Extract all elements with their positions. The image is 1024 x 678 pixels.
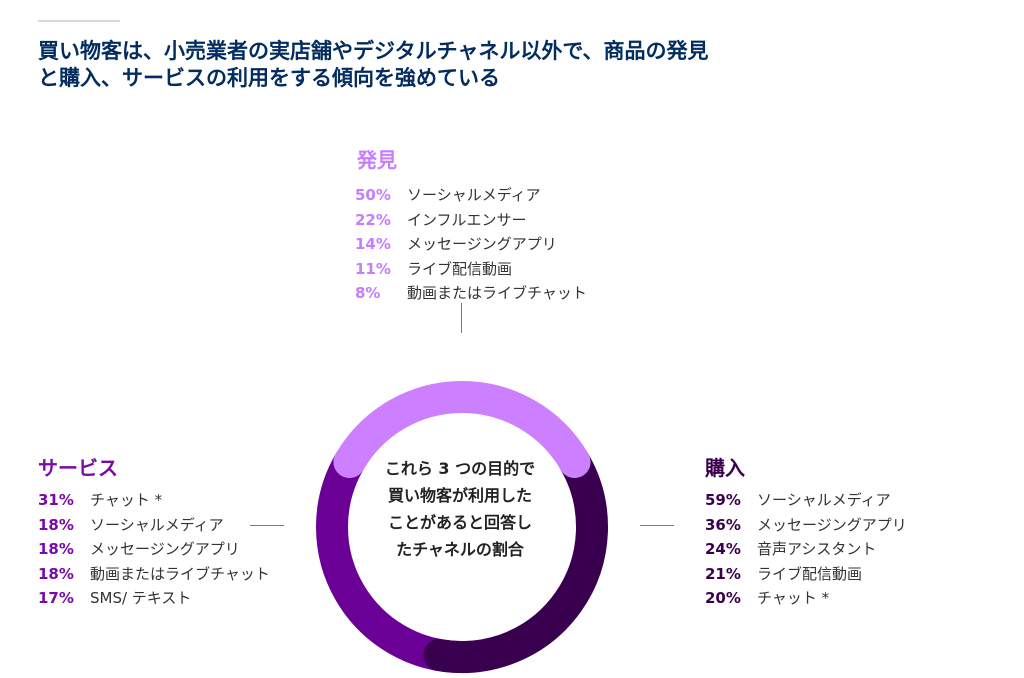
service-pct: 18% <box>38 564 74 583</box>
service-pct: 18% <box>38 540 74 558</box>
title-line-2: と購入、サービスの利用をする傾向を強めている <box>38 66 500 90</box>
top-divider <box>38 20 120 22</box>
service-label: SMS/ テキスト <box>90 589 192 607</box>
purchase-pct: 59% <box>705 491 741 509</box>
discover-label: メッセージングアプリ <box>407 235 557 253</box>
purchase-label: 音声アシスタント <box>757 540 877 558</box>
service-list: 31% チャット * 18% ソーシャルメディア 18% メッセージングアプリ 18%… <box>38 488 270 611</box>
page-title: 買い物客は、小売業者の実店舗やデジタルチャネル以外で、商品の発見 と購入、サービ… <box>38 38 898 92</box>
purchase-item: 59% ソーシャルメディア <box>705 488 907 513</box>
discover-label: ソーシャルメディア <box>407 186 541 204</box>
discover-label: 動画またはライブチャット <box>407 284 587 302</box>
purchase-item: 20% チャット * <box>705 586 907 611</box>
purchase-pct: 21% <box>705 564 741 583</box>
donut-segment-service <box>316 446 478 673</box>
title-line-1: 買い物客は、小売業者の実店舗やデジタルチャネル以外で、商品の発見 <box>38 39 709 63</box>
discover-pct: 22% <box>355 210 391 229</box>
purchase-item: 24% 音声アシスタント <box>705 537 907 562</box>
discover-list: 50% ソーシャルメディア 22% インフルエンサー 14% メッセージングアプリ 1… <box>355 183 587 306</box>
center-line: ことがあると回答し <box>387 513 532 532</box>
purchase-label: メッセージングアプリ <box>757 515 907 534</box>
discover-pct: 50% <box>355 186 391 204</box>
service-item: 17% SMS/ テキスト <box>38 586 270 611</box>
service-label: 動画またはライブチャット <box>90 564 270 583</box>
service-item: 18% メッセージングアプリ <box>38 537 270 562</box>
service-pct: 18% <box>38 515 74 534</box>
discover-item: 22% インフルエンサー <box>355 208 587 233</box>
purchase-pct: 24% <box>705 540 741 558</box>
center-line: たチャネルの割合 <box>396 540 524 559</box>
center-line: 買い物客が利用した <box>387 486 532 505</box>
discover-item: 14% メッセージングアプリ <box>355 232 587 257</box>
purchase-item: 36% メッセージングアプリ <box>705 513 907 538</box>
discover-item: 50% ソーシャルメディア <box>355 183 587 208</box>
purchase-pct: 20% <box>705 589 741 607</box>
purchase-label: ライブ配信動画 <box>757 564 863 583</box>
discover-label: ライブ配信動画 <box>407 259 513 278</box>
service-heading: サービス <box>38 456 118 480</box>
discover-label: インフルエンサー <box>407 210 527 229</box>
discover-item: 11% ライブ配信動画 <box>355 257 587 282</box>
service-item: 18% 動画またはライブチャット <box>38 562 270 587</box>
service-item: 31% チャット * <box>38 488 270 513</box>
service-connector <box>250 525 284 526</box>
purchase-pct: 36% <box>705 515 741 534</box>
purchase-connector <box>640 525 674 526</box>
purchase-label: ソーシャルメディア <box>757 491 891 509</box>
service-label: チャット * <box>90 491 163 509</box>
discover-pct: 8% <box>355 284 381 302</box>
donut-segment-discover <box>333 381 591 478</box>
donut-segment-purchase <box>423 446 608 673</box>
center-line: これら 3 つの目的で <box>384 459 536 478</box>
discover-connector <box>461 303 462 333</box>
service-label: メッセージングアプリ <box>90 540 240 558</box>
service-pct: 31% <box>38 491 74 509</box>
discover-pct: 11% <box>355 259 391 278</box>
purchase-label: チャット * <box>757 589 830 607</box>
service-label: ソーシャルメディア <box>90 515 224 534</box>
purchase-list: 59% ソーシャルメディア 36% メッセージングアプリ 24% 音声アシスタント 2… <box>705 488 907 611</box>
discover-item: 8% 動画またはライブチャット <box>355 281 587 306</box>
discover-pct: 14% <box>355 235 391 253</box>
service-pct: 17% <box>38 589 74 607</box>
purchase-heading: 購入 <box>705 456 745 480</box>
service-item: 18% ソーシャルメディア <box>38 513 270 538</box>
purchase-item: 21% ライブ配信動画 <box>705 562 907 587</box>
donut-center-label: これら 3 つの目的で 買い物客が利用した ことがあると回答し たチャネルの割合 <box>355 455 565 563</box>
discover-heading: 発見 <box>357 148 397 172</box>
